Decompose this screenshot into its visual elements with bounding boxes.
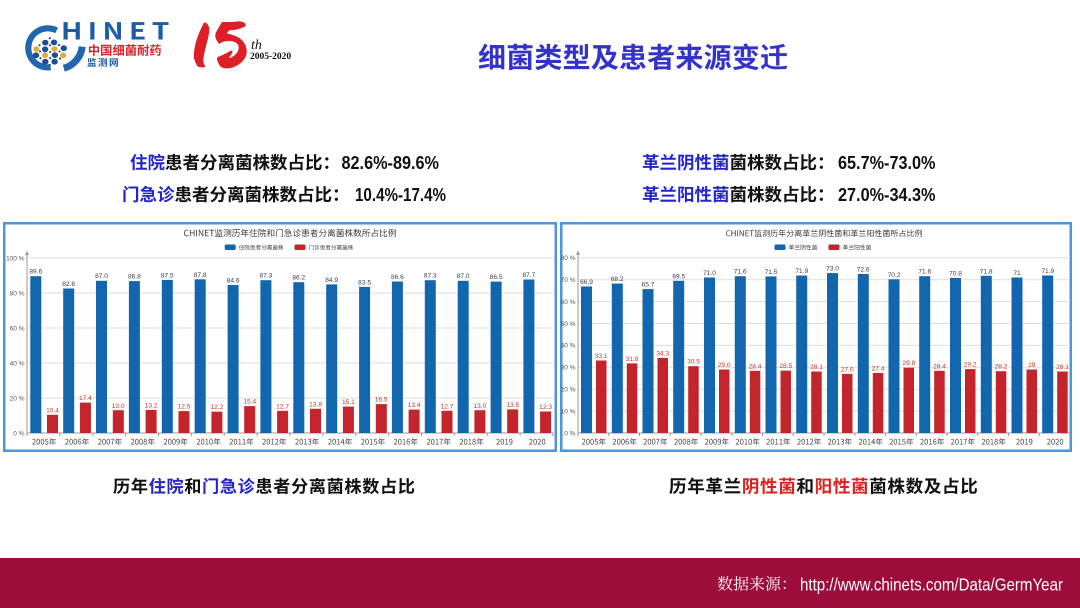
svg-text:31.8: 31.8 xyxy=(626,356,639,363)
svg-text:13.5: 13.5 xyxy=(506,402,519,409)
svg-text:13.4: 13.4 xyxy=(408,402,421,409)
svg-text:27.4: 27.4 xyxy=(872,366,885,373)
svg-text:100 %: 100 % xyxy=(6,255,25,262)
svg-text:86.5: 86.5 xyxy=(490,274,503,281)
svg-text:15.1: 15.1 xyxy=(342,399,355,406)
svg-text:71.6: 71.6 xyxy=(734,269,747,276)
svg-text:13.2: 13.2 xyxy=(145,402,158,409)
svg-text:71.9: 71.9 xyxy=(1041,268,1054,275)
svg-text:28.1: 28.1 xyxy=(810,364,823,371)
svg-text:68.2: 68.2 xyxy=(611,276,624,283)
svg-text:87.5: 87.5 xyxy=(161,272,174,279)
svg-text:40 %: 40 % xyxy=(561,343,576,350)
svg-text:73.0: 73.0 xyxy=(826,266,839,273)
svg-text:13.8: 13.8 xyxy=(309,401,322,408)
svg-text:20 %: 20 % xyxy=(561,387,576,394)
svg-text:84.9: 84.9 xyxy=(325,277,338,284)
svg-text:12.2: 12.2 xyxy=(210,404,223,411)
svg-text:27.0: 27.0 xyxy=(841,366,854,373)
svg-text:72.6: 72.6 xyxy=(857,267,870,274)
svg-text:29.2: 29.2 xyxy=(964,362,977,369)
svg-text:87.0: 87.0 xyxy=(95,273,108,280)
svg-text:0 %: 0 % xyxy=(564,430,575,437)
svg-text:82.6: 82.6 xyxy=(62,281,75,288)
svg-text:71.5: 71.5 xyxy=(765,269,778,276)
svg-text:28.5: 28.5 xyxy=(779,363,792,370)
svg-text:28.2: 28.2 xyxy=(995,364,1008,371)
svg-text:87.3: 87.3 xyxy=(424,273,437,280)
svg-text:40 %: 40 % xyxy=(10,360,25,367)
svg-text:12.7: 12.7 xyxy=(276,403,289,410)
svg-text:70.2: 70.2 xyxy=(888,272,901,279)
svg-text:80 %: 80 % xyxy=(561,255,576,262)
svg-text:89.6: 89.6 xyxy=(29,269,42,276)
svg-text:80 %: 80 % xyxy=(10,290,25,297)
svg-text:65.7%-73.0%: 65.7%-73.0% xyxy=(838,153,936,173)
svg-text:13.0: 13.0 xyxy=(473,403,486,410)
svg-text:69.5: 69.5 xyxy=(672,273,685,280)
svg-text:2005-2020: 2005-2020 xyxy=(250,52,291,62)
svg-text:71.0: 71.0 xyxy=(703,270,716,277)
svg-text:29: 29 xyxy=(1028,362,1036,369)
svg-text:29.8: 29.8 xyxy=(902,360,915,367)
svg-text:86.8: 86.8 xyxy=(128,274,141,281)
svg-text:30.5: 30.5 xyxy=(687,359,700,366)
svg-text:66.9: 66.9 xyxy=(580,279,593,286)
svg-text:10.4%-17.4%: 10.4%-17.4% xyxy=(355,185,446,205)
svg-text:71.6: 71.6 xyxy=(918,269,931,276)
svg-text:71.9: 71.9 xyxy=(795,268,808,275)
svg-text:12.5: 12.5 xyxy=(178,404,191,411)
svg-text:82.6%-89.6%: 82.6%-89.6% xyxy=(342,153,440,173)
svg-text:28.4: 28.4 xyxy=(933,363,946,370)
svg-text:th: th xyxy=(251,38,262,53)
svg-text:70 %: 70 % xyxy=(561,277,576,284)
svg-text:71: 71 xyxy=(1013,270,1021,277)
svg-text:27.0%-34.3%: 27.0%-34.3% xyxy=(838,185,936,205)
svg-text:28.1: 28.1 xyxy=(1056,364,1069,371)
svg-text:83.5: 83.5 xyxy=(358,279,371,286)
svg-text:60 %: 60 % xyxy=(10,325,25,332)
svg-text:http://www.chinets.com/Data/Ge: http://www.chinets.com/Data/GermYear xyxy=(800,575,1063,595)
svg-text:86.2: 86.2 xyxy=(292,275,305,282)
svg-text:60 %: 60 % xyxy=(561,299,576,306)
svg-text:17.4: 17.4 xyxy=(79,395,92,402)
svg-text:0 %: 0 % xyxy=(13,430,24,437)
svg-text:29.0: 29.0 xyxy=(718,362,731,369)
svg-text:12.7: 12.7 xyxy=(441,403,454,410)
svg-text:70.8: 70.8 xyxy=(949,270,962,277)
svg-text:84.6: 84.6 xyxy=(227,278,240,285)
svg-text:34.3: 34.3 xyxy=(656,350,669,357)
svg-text:87.7: 87.7 xyxy=(522,272,535,279)
svg-text:71.8: 71.8 xyxy=(980,268,993,275)
svg-text:15.4: 15.4 xyxy=(243,399,256,406)
svg-text:87.3: 87.3 xyxy=(259,273,272,280)
svg-text:50 %: 50 % xyxy=(561,321,576,328)
svg-text:20 %: 20 % xyxy=(10,395,25,402)
svg-text:10 %: 10 % xyxy=(561,408,576,415)
svg-text:16.5: 16.5 xyxy=(375,397,388,404)
svg-text:13.0: 13.0 xyxy=(112,403,125,410)
svg-text:87.0: 87.0 xyxy=(457,273,470,280)
svg-text:65.7: 65.7 xyxy=(642,282,655,289)
svg-text:30 %: 30 % xyxy=(561,365,576,372)
svg-text:86.6: 86.6 xyxy=(391,274,404,281)
svg-text:10.4: 10.4 xyxy=(46,407,59,414)
svg-text:28.4: 28.4 xyxy=(749,363,762,370)
svg-text:12.3: 12.3 xyxy=(539,404,552,411)
svg-text:87.8: 87.8 xyxy=(194,272,207,279)
svg-text:33.1: 33.1 xyxy=(595,353,608,360)
